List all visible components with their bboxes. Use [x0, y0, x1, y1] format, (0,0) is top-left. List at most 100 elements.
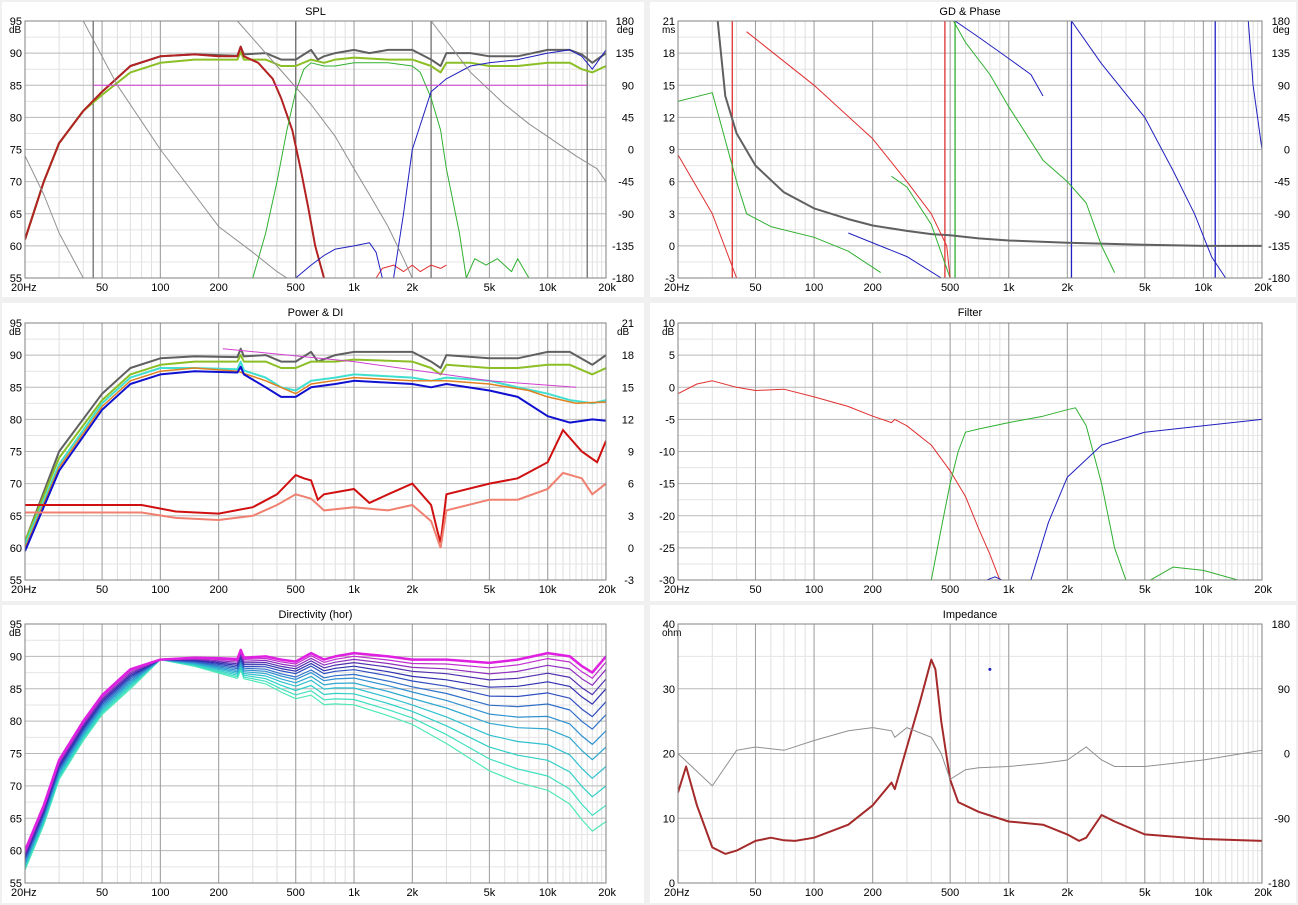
x-tick-label: 5k: [1139, 584, 1151, 596]
series-line: [25, 659, 606, 864]
x-tick-label: 2k: [407, 282, 419, 294]
y2-tick-label: 21: [622, 318, 634, 330]
y-tick-label: 90: [10, 48, 22, 60]
plot-border: [24, 322, 607, 581]
x-tick-label: 20Hz: [11, 584, 37, 596]
left-unit-label: dB: [9, 628, 22, 639]
y-tick-label: 75: [10, 145, 22, 157]
x-tick-label: 200: [863, 887, 881, 899]
y-tick-label: 15: [663, 80, 675, 92]
y-tick-label: 70: [10, 781, 22, 793]
x-tick-label: 20k: [598, 282, 616, 294]
y2-tick-label: 0: [1284, 145, 1290, 157]
x-tick-label: 2k: [407, 584, 419, 596]
panel-power-di: 95 90 85 80 75 70 65 60 55 21 18 15 12 9 6 3 0 -3 20Hz 50 10…: [2, 303, 644, 601]
y-tick-label: 90: [10, 651, 22, 663]
series-line: [252, 62, 467, 278]
x-tick-label: 500: [287, 887, 305, 899]
x-tick-label: 5k: [484, 887, 496, 899]
y-tick-label: 55: [10, 575, 22, 587]
plot-border: [677, 623, 1263, 884]
x-tick-label: 50: [96, 282, 108, 294]
x-tick-label: 200: [209, 887, 227, 899]
y-tick-label: 70: [10, 177, 22, 189]
plot-border: [677, 20, 1263, 279]
x-tick-label: 200: [863, 282, 881, 294]
x-tick-label: 20Hz: [664, 282, 690, 294]
y-tick-label: 10: [663, 813, 675, 825]
series-line: [295, 242, 383, 278]
y2-tick-label: -180: [1268, 273, 1290, 285]
y-tick-label: 95: [10, 318, 22, 330]
x-tick-label: 10k: [1195, 282, 1213, 294]
data-point: [988, 667, 992, 671]
plot-area: [25, 21, 606, 278]
x-tick-label: 1k: [1003, 584, 1015, 596]
y-tick-label: 40: [663, 619, 675, 631]
x-tick-label: 20Hz: [11, 887, 37, 899]
y2-tick-label: -90: [618, 209, 634, 221]
y-tick-label: 18: [663, 48, 675, 60]
y-tick-label: 30: [663, 684, 675, 696]
di-line: [25, 471, 606, 549]
x-tick-label: 20k: [1254, 887, 1272, 899]
series-line: [1071, 21, 1227, 278]
y-tick-label: 6: [669, 177, 675, 189]
x-tick-label: 100: [151, 584, 169, 596]
y2-tick-label: 12: [622, 414, 634, 426]
y-tick-label: -10: [659, 447, 675, 459]
series-line: [678, 380, 1001, 580]
y2-tick-label: 135: [1272, 48, 1290, 60]
x-tick-label: 50: [96, 887, 108, 899]
series-line: [82, 21, 288, 278]
x-tick-label: 5k: [484, 282, 496, 294]
series-line: [25, 654, 606, 856]
series-line: [375, 264, 447, 278]
y-tick-label: 55: [10, 273, 22, 285]
x-tick-label: 10k: [1195, 584, 1213, 596]
series-line: [25, 659, 606, 866]
y-tick-label: 90: [10, 350, 22, 362]
series-line: [1247, 21, 1262, 150]
y-tick-label: 75: [10, 749, 22, 761]
y2-tick-label: 90: [622, 80, 634, 92]
x-tick-label: 10k: [539, 282, 557, 294]
x-tick-label: 500: [941, 282, 959, 294]
y2-tick-label: 18: [622, 350, 634, 362]
series-line: [25, 648, 606, 852]
x-tick-label: 5k: [484, 584, 496, 596]
series-line: [25, 659, 606, 868]
y2-tick-label: 180: [616, 16, 634, 28]
y-tick-label: 60: [10, 543, 22, 555]
series-line: [25, 659, 606, 871]
y2-tick-label: -90: [1274, 209, 1290, 221]
x-tick-label: 20k: [598, 584, 616, 596]
y-tick-label: 85: [10, 80, 22, 92]
x-tick-label: 100: [151, 282, 169, 294]
x-tick-label: 10k: [1195, 887, 1213, 899]
y2-tick-label: 135: [616, 48, 634, 60]
series-line: [891, 175, 951, 278]
y2-tick-label: -135: [1268, 241, 1290, 253]
x-tick-label: 50: [96, 584, 108, 596]
y-tick-label: 60: [10, 846, 22, 858]
y2-tick-label: 45: [622, 112, 634, 124]
x-tick-label: 100: [151, 887, 169, 899]
y-tick-label: -3: [665, 273, 675, 285]
series-line: [25, 360, 606, 546]
x-tick-label: 2k: [1062, 282, 1074, 294]
x-tick-label: 500: [287, 584, 305, 596]
y-tick-label: 21: [663, 16, 675, 28]
panel-spl: 95 90 85 80 75 70 65 60 55 180 135 90 45 0 -45 -90 -135 -…: [2, 2, 644, 297]
y2-tick-label: -3: [624, 575, 634, 587]
y-tick-label: 55: [10, 878, 22, 890]
x-tick-label: 2k: [1062, 584, 1074, 596]
series-line: [678, 154, 738, 278]
series-line: [430, 21, 606, 182]
series-line: [25, 656, 606, 858]
y2-tick-label: 3: [628, 511, 634, 523]
x-tick-label: 2k: [407, 887, 419, 899]
x-tick-label: 100: [805, 584, 823, 596]
